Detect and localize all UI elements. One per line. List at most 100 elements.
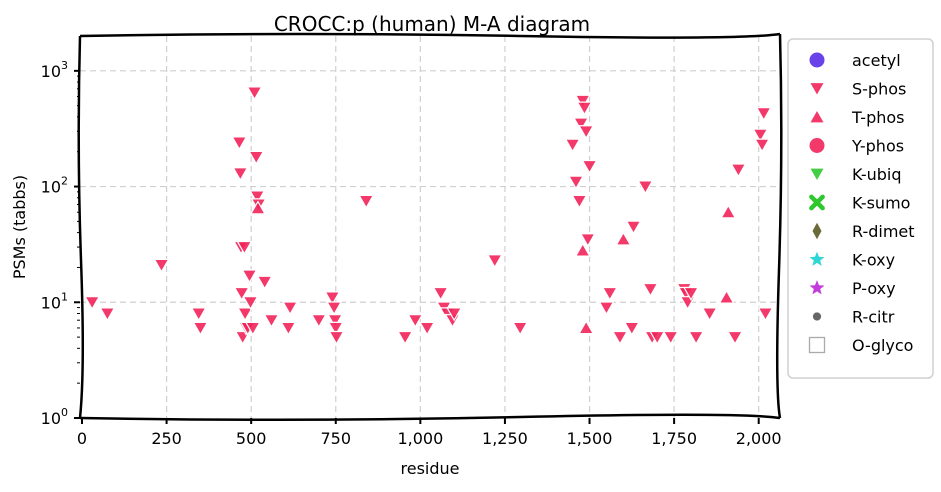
- legend-marker-acetyl: [809, 52, 825, 68]
- chart-title: CROCC:p (human) M-A diagram: [274, 12, 590, 36]
- data-point-s-phos: [237, 307, 254, 322]
- data-point-s-phos: [576, 101, 593, 116]
- data-point-s-phos: [397, 330, 414, 345]
- data-point-s-phos: [249, 190, 266, 205]
- data-point-s-phos: [682, 286, 700, 301]
- y-axis-ticks: 100 101 102 103: [41, 59, 80, 428]
- frame-right: [775, 33, 783, 419]
- data-point-s-phos: [512, 321, 529, 336]
- data-point-s-phos: [242, 296, 259, 311]
- legend-marker-r-dimet: [812, 222, 822, 240]
- data-point-s-phos: [419, 321, 436, 336]
- data-point-s-phos: [662, 330, 679, 345]
- data-point-s-phos: [688, 330, 705, 345]
- data-point-s-phos: [601, 286, 618, 301]
- data-point-s-phos: [571, 194, 588, 209]
- data-point-t-phos: [720, 204, 737, 219]
- data-point-s-phos: [232, 167, 249, 182]
- y-axis-label: PSMs (tabbs): [10, 175, 29, 279]
- legend-label-o-glyco: O-glyco: [852, 336, 913, 355]
- data-point-s-phos: [579, 233, 596, 248]
- data-point-s-phos: [358, 194, 375, 209]
- data-point-t-phos: [249, 200, 266, 215]
- x-axis-label: residue: [401, 459, 460, 478]
- data-point-s-phos: [327, 314, 344, 329]
- data-point-s-phos: [752, 128, 769, 143]
- data-point-s-phos: [263, 314, 280, 329]
- x-tick-label: 1,500: [567, 429, 613, 448]
- data-point-s-phos: [432, 286, 449, 301]
- data-point-s-phos: [564, 138, 581, 153]
- legend-label-acetyl: acetyl: [852, 51, 901, 70]
- legend-marker-k-sumo: [809, 194, 825, 211]
- legend-label-t-phos: T-phos: [851, 108, 905, 127]
- data-point-s-phos: [611, 330, 629, 345]
- data-point-s-phos: [282, 301, 299, 316]
- frame-bottom: [79, 413, 781, 422]
- data-point-s-phos: [486, 254, 503, 269]
- legend-label-r-citr: R-citr: [852, 308, 895, 327]
- data-point-s-phos: [233, 286, 250, 301]
- legend-marker-p-oxy: [809, 280, 825, 295]
- frame-left: [77, 35, 85, 419]
- legend-box: [787, 38, 934, 379]
- plot-frame: [77, 32, 783, 422]
- data-point-s-phos: [754, 138, 771, 153]
- data-point-s-phos: [574, 94, 591, 109]
- data-points: [84, 86, 774, 345]
- x-marker-stroke: [809, 194, 825, 211]
- legend-label-r-dimet: R-dimet: [852, 222, 915, 241]
- legend-label-k-sumo: K-sumo: [852, 194, 910, 213]
- data-point-s-phos: [246, 86, 263, 101]
- y-tick-label: 101: [41, 290, 68, 312]
- legend-label-k-ubiq: K-ubiq: [852, 165, 901, 184]
- data-point-s-phos: [578, 125, 595, 140]
- legend-label-s-phos: S-phos: [852, 80, 906, 99]
- data-point-s-phos: [310, 314, 327, 329]
- legend-marker-t-phos: [808, 108, 826, 124]
- data-point-s-phos: [649, 330, 666, 345]
- legend-label-k-oxy: K-oxy: [852, 251, 895, 270]
- legend-label-p-oxy: P-oxy: [852, 279, 896, 298]
- data-point-s-phos: [256, 275, 273, 290]
- data-point-s-phos: [446, 307, 463, 322]
- data-point-s-phos: [581, 159, 598, 175]
- y-tick-label: 102: [41, 175, 68, 197]
- legend-marker-y-phos: [809, 138, 825, 153]
- grid-lines: [80, 36, 780, 418]
- data-point-s-phos: [726, 330, 744, 345]
- x-tick-label: 1,250: [482, 429, 528, 448]
- x-tick-label: 250: [151, 429, 182, 448]
- x-tick-label: 1,750: [651, 429, 697, 448]
- data-point-s-phos: [701, 307, 718, 322]
- x-tick-label: 0: [77, 429, 87, 448]
- data-point-s-phos: [241, 269, 258, 284]
- data-point-s-phos: [244, 321, 261, 336]
- data-point-s-phos: [573, 117, 590, 132]
- legend-marker-o-glyco: [808, 336, 826, 354]
- legend-marker-k-oxy: [809, 251, 825, 266]
- data-point-t-phos: [574, 242, 591, 257]
- data-point-s-phos: [642, 282, 659, 297]
- y-tick-label: 103: [41, 59, 68, 81]
- data-point-s-phos: [192, 321, 209, 336]
- data-point-s-phos: [248, 150, 265, 165]
- data-point-t-phos: [718, 289, 735, 304]
- data-point-t-phos: [615, 231, 632, 246]
- data-point-s-phos: [153, 258, 170, 273]
- data-point-s-phos: [231, 136, 248, 151]
- data-point-s-phos: [327, 321, 344, 336]
- frame-top: [79, 32, 781, 39]
- x-tick-label: 750: [320, 429, 351, 448]
- data-point-s-phos: [84, 296, 101, 311]
- data-point-s-phos: [625, 220, 642, 235]
- data-point-s-phos: [407, 314, 424, 329]
- data-point-s-phos: [598, 301, 615, 316]
- data-point-s-phos: [623, 321, 640, 336]
- data-point-s-phos: [236, 240, 253, 255]
- legend-marker-r-citr: [812, 312, 822, 321]
- data-point-t-phos: [578, 320, 595, 335]
- data-point-s-phos: [757, 307, 774, 322]
- x-tick-label: 2,000: [736, 429, 782, 448]
